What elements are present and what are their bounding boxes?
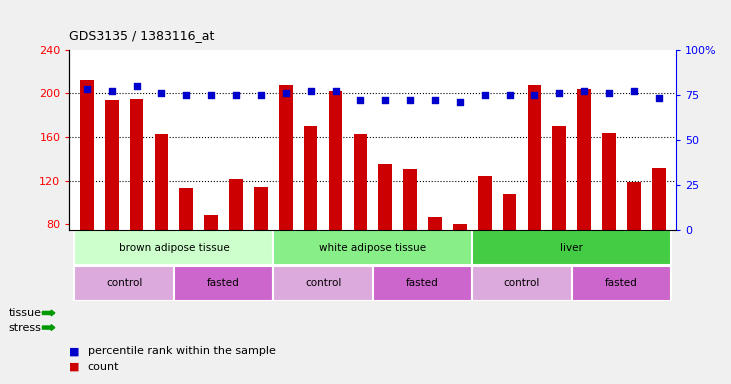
Bar	[478, 176, 491, 311]
Bar	[129, 99, 143, 311]
Bar	[503, 194, 516, 311]
Point	[205, 92, 217, 98]
Bar	[428, 217, 442, 311]
Bar	[453, 224, 466, 311]
Bar	[379, 164, 392, 311]
Bar	[80, 80, 94, 311]
Text: white adipose tissue: white adipose tissue	[319, 243, 426, 253]
Text: tissue: tissue	[9, 308, 42, 318]
Bar	[577, 89, 591, 311]
Point	[181, 92, 192, 98]
Bar	[652, 167, 666, 311]
Bar	[254, 187, 268, 311]
Bar	[75, 266, 174, 301]
Point	[504, 92, 515, 98]
Bar	[627, 182, 641, 311]
Point	[529, 92, 540, 98]
Point	[628, 88, 640, 94]
Bar	[304, 126, 317, 311]
Bar	[528, 85, 541, 311]
Point	[429, 97, 441, 103]
Bar	[553, 126, 566, 311]
Point	[379, 97, 391, 103]
Bar	[404, 169, 417, 311]
Point	[553, 90, 565, 96]
Point	[156, 90, 167, 96]
Point	[305, 88, 317, 94]
Text: fasted: fasted	[605, 278, 638, 288]
Text: control: control	[504, 278, 540, 288]
Point	[330, 88, 341, 94]
Bar	[230, 179, 243, 311]
Text: stress: stress	[9, 323, 42, 333]
Text: ■: ■	[69, 362, 80, 372]
Bar	[75, 230, 273, 265]
Bar	[329, 91, 342, 311]
Bar	[205, 215, 218, 311]
Bar	[180, 188, 193, 311]
Bar	[155, 134, 168, 311]
Text: control: control	[106, 278, 143, 288]
Point	[653, 95, 664, 101]
Bar	[572, 266, 671, 301]
Point	[230, 92, 242, 98]
Bar	[273, 266, 373, 301]
Point	[603, 90, 615, 96]
Text: ■: ■	[69, 346, 80, 356]
Bar	[373, 266, 472, 301]
Point	[404, 97, 416, 103]
Point	[280, 90, 292, 96]
Point	[81, 86, 93, 93]
Bar	[279, 85, 292, 311]
Point	[106, 88, 118, 94]
Point	[355, 97, 366, 103]
Bar	[354, 134, 367, 311]
Text: fasted: fasted	[406, 278, 439, 288]
Text: brown adipose tissue: brown adipose tissue	[118, 243, 230, 253]
Bar	[602, 132, 616, 311]
Point	[479, 92, 491, 98]
Text: count: count	[88, 362, 119, 372]
Bar	[273, 230, 472, 265]
Point	[578, 88, 590, 94]
Text: GDS3135 / 1383116_at: GDS3135 / 1383116_at	[69, 29, 215, 42]
Text: liver: liver	[560, 243, 583, 253]
Point	[255, 92, 267, 98]
Bar	[105, 100, 118, 311]
Text: percentile rank within the sample: percentile rank within the sample	[88, 346, 276, 356]
Bar	[472, 230, 671, 265]
Text: fasted: fasted	[208, 278, 240, 288]
Point	[131, 83, 143, 89]
Bar	[472, 266, 572, 301]
Point	[454, 99, 466, 105]
Bar	[174, 266, 273, 301]
Text: control: control	[305, 278, 341, 288]
